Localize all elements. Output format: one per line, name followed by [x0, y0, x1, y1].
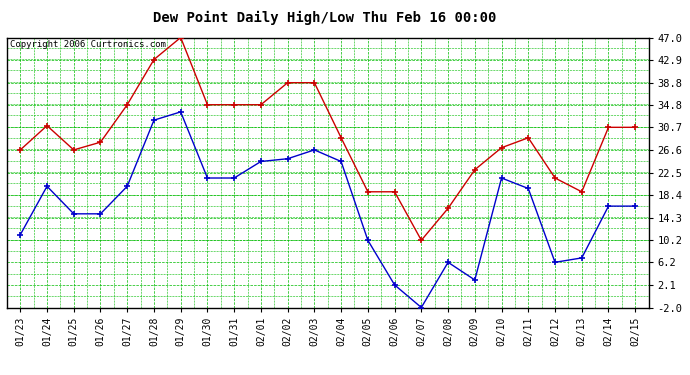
Text: Copyright 2006 Curtronics.com: Copyright 2006 Curtronics.com [10, 40, 166, 49]
Text: Dew Point Daily High/Low Thu Feb 16 00:00: Dew Point Daily High/Low Thu Feb 16 00:0… [152, 11, 496, 26]
